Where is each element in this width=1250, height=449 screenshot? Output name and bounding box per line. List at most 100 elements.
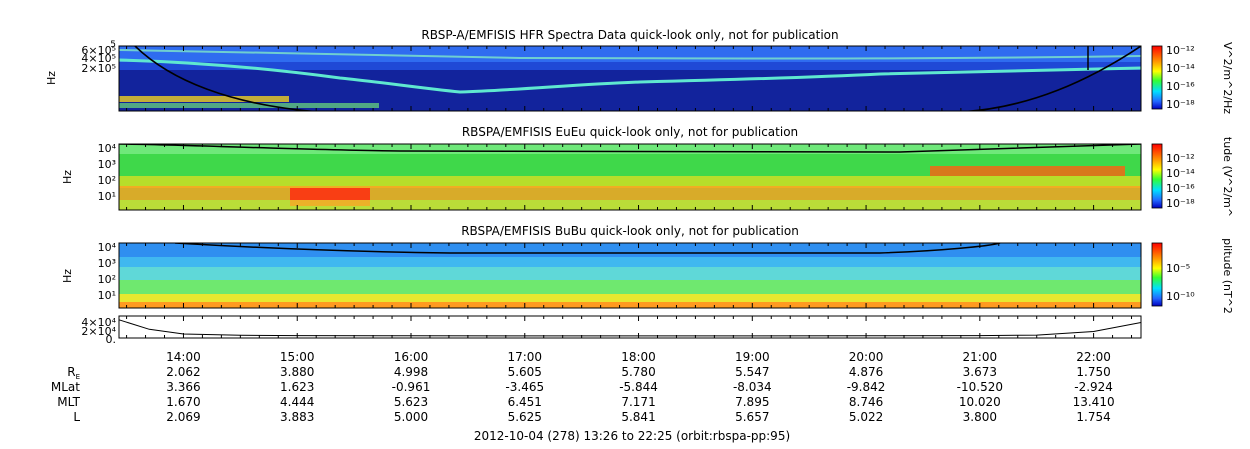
panel-line-ytick: 2×10⁴	[81, 325, 116, 338]
panel-hfr-ytick: 4×10⁵	[81, 52, 116, 65]
x-tick-label: 22:00	[1076, 350, 1111, 364]
ephemeris-value: 5.657	[735, 410, 769, 424]
x-tick-label: 14:00	[166, 350, 201, 364]
ephemeris-values: 2.062 3.880 4.998 5.605 5.780 5.547 4.876 3.673…	[166, 365, 1114, 424]
ephemeris-value: 7.171	[621, 395, 655, 409]
ephemeris-value: 1.750	[1076, 365, 1110, 379]
ephemeris-value: 1.670	[166, 395, 200, 409]
ephemeris-value: -10.520	[957, 380, 1003, 394]
panel-eueu-colorbar	[1151, 143, 1163, 209]
ephemeris-value: 3.366	[166, 380, 200, 394]
hfr-cyan-emission-line	[119, 58, 1141, 94]
panel-eueu-cbar-tick: 10⁻¹⁶	[1166, 182, 1195, 195]
footer-time-range: 2012-10-04 (278) 13:26 to 22:25 (orbit:r…	[474, 429, 790, 443]
ephemeris-value: 5.780	[621, 365, 655, 379]
ephemeris-value: 7.895	[735, 395, 769, 409]
panel-eueu-cbar-tick: 10⁻¹⁴	[1166, 167, 1195, 180]
panel-hfr-title: RBSP-A/EMFISIS HFR Spectra Data quick-lo…	[421, 28, 838, 42]
panel-line: 4×10⁴ 2×10⁴ 0.	[81, 315, 1142, 346]
ephemeris-value: 1.623	[280, 380, 314, 394]
hfr-mid-band	[119, 62, 1141, 70]
hfr-low-freq-band	[119, 96, 289, 102]
ephem-label-mlt: MLT	[57, 395, 80, 409]
ephemeris-value: 3.673	[963, 365, 997, 379]
ephemeris-value: 5.547	[735, 365, 769, 379]
panel-hfr-cbar-tick: 10⁻¹⁸	[1166, 98, 1195, 111]
ephemeris-value: 5.022	[849, 410, 883, 424]
panel-bubu-cbar-tick: 10⁻⁵	[1166, 262, 1190, 275]
ephemeris-value: 2.069	[166, 410, 200, 424]
panel-hfr-ytick: 5	[110, 40, 116, 50]
eueu-lower-edge	[119, 200, 1141, 210]
panel-bubu-ytick: 10¹	[98, 289, 116, 302]
ephemeris-value: 5.841	[621, 410, 655, 424]
ephemeris-value: 13.410	[1073, 395, 1115, 409]
x-tick-label: 16:00	[394, 350, 429, 364]
panel-bubu-ytick: 10²	[98, 273, 116, 286]
x-tick-labels: 14:00 15:00 16:00 17:00 18:00 19:00 20:00 21:00…	[166, 350, 1111, 364]
hfr-plasma-frequency-curve	[134, 46, 1141, 111]
panel-hfr: RBSP-A/EMFISIS HFR Spectra Data quick-lo…	[45, 28, 1234, 114]
ephemeris-table: RE MLat MLT L 2.062 3.880 4.998 5.605 5.780 5…	[51, 365, 1115, 424]
panel-eueu-ytick: 10³	[98, 158, 116, 171]
ephemeris-value: 2.062	[166, 365, 200, 379]
panel-eueu-ytick: 10⁴	[98, 142, 117, 155]
ephemeris-value: 1.754	[1076, 410, 1110, 424]
hfr-upper-emission-line	[119, 49, 1141, 60]
ephemeris-value: 5.000	[394, 410, 428, 424]
panel-eueu-cbar-tick: 10⁻¹⁸	[1166, 197, 1195, 210]
x-tick-label: 17:00	[507, 350, 542, 364]
ephemeris-value: 8.746	[849, 395, 883, 409]
panel-hfr-cbar-tick: 10⁻¹²	[1166, 44, 1195, 57]
panel-bubu-colorbar	[1151, 242, 1163, 307]
x-tick-label: 21:00	[963, 350, 998, 364]
panel-line-x-ticks	[126, 316, 1133, 338]
eueu-red-band-right	[930, 166, 1125, 176]
panel-bubu-ytick: 10³	[98, 257, 116, 270]
panel-bubu-frame	[118, 242, 1142, 309]
ephemeris-value: -3.465	[505, 380, 544, 394]
panel-bubu-ytick: 10⁴	[98, 241, 117, 254]
ephemeris-value: 5.623	[394, 395, 428, 409]
ephemeris-value: 4.876	[849, 365, 883, 379]
hfr-low-freq-band-2	[119, 103, 379, 108]
bubu-orange-edge	[119, 302, 1141, 308]
ephemeris-value: -9.842	[847, 380, 886, 394]
eueu-plasma-frequency-curve	[119, 144, 1141, 153]
ephem-label-r: RE	[67, 365, 80, 381]
ephem-label-mlat: MLat	[51, 380, 80, 394]
ephemeris-value: -0.961	[392, 380, 431, 394]
panel-eueu-x-ticks	[126, 144, 1133, 210]
panel-bubu-cbar-tick: 10⁻¹⁰	[1166, 290, 1195, 303]
ephem-label-r-sub: E	[76, 373, 80, 381]
panel-bubu: RBSPA/EMFISIS BuBu quick-look only, not …	[61, 224, 1234, 314]
ephemeris-value: 3.880	[280, 365, 314, 379]
panel-eueu-ylabel: Hz	[61, 170, 74, 184]
panel-bubu-ylabel: Hz	[61, 269, 74, 283]
bubu-plasma-frequency-curve	[174, 243, 1001, 254]
x-tick-label: 15:00	[280, 350, 315, 364]
panel-eueu-cbar-label: tude (V^2/m^	[1221, 137, 1234, 217]
ephemeris-value: 6.451	[508, 395, 542, 409]
panel-eueu-ytick: 10¹	[98, 190, 116, 203]
ephemeris-value: 3.883	[280, 410, 314, 424]
ephem-label-r-main: R	[67, 365, 75, 379]
ephemeris-value: 5.605	[508, 365, 542, 379]
panel-line-ytick: 4×10⁴	[81, 316, 116, 329]
eueu-yellow-band	[119, 176, 1141, 188]
panel-hfr-frame	[118, 45, 1142, 112]
ephemeris-value: -5.844	[619, 380, 658, 394]
bubu-yellow-band	[119, 294, 1141, 302]
panel-hfr-ytick: 2×10⁵	[81, 62, 116, 75]
panel-hfr-x-ticks	[126, 46, 1133, 111]
bubu-blue-band	[119, 257, 1141, 267]
ephem-label-l: L	[73, 410, 80, 424]
ephemeris-value: 10.020	[959, 395, 1001, 409]
panel-eueu-title: RBSPA/EMFISIS EuEu quick-look only, not …	[462, 125, 798, 139]
panel-hfr-cbar-tick: 10⁻¹⁴	[1166, 62, 1195, 75]
ephemeris-value: 3.800	[963, 410, 997, 424]
eueu-orange-band	[119, 186, 1141, 200]
x-tick-label: 19:00	[735, 350, 770, 364]
panel-hfr-cbar-label: V^2/m^2/Hz	[1221, 42, 1234, 114]
